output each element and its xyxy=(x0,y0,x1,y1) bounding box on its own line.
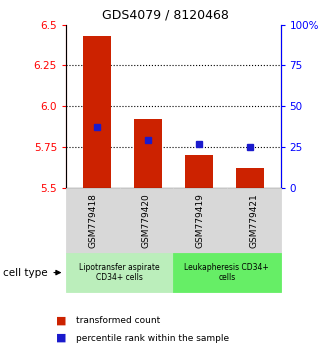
Text: GSM779419: GSM779419 xyxy=(196,193,205,248)
Text: GSM779420: GSM779420 xyxy=(142,193,151,248)
Bar xyxy=(134,119,162,188)
Text: transformed count: transformed count xyxy=(76,316,160,325)
Bar xyxy=(236,168,264,188)
Text: ■: ■ xyxy=(56,333,67,343)
Text: ■: ■ xyxy=(56,315,67,325)
Text: GSM779418: GSM779418 xyxy=(88,193,97,248)
Text: Leukapheresis CD34+
cells: Leukapheresis CD34+ cells xyxy=(184,263,269,282)
Bar xyxy=(185,155,213,188)
Text: percentile rank within the sample: percentile rank within the sample xyxy=(76,333,229,343)
Text: GSM779421: GSM779421 xyxy=(249,193,258,248)
Bar xyxy=(82,36,111,188)
Text: cell type: cell type xyxy=(3,268,48,278)
Text: Lipotransfer aspirate
CD34+ cells: Lipotransfer aspirate CD34+ cells xyxy=(79,263,160,282)
Text: GDS4079 / 8120468: GDS4079 / 8120468 xyxy=(102,9,228,22)
